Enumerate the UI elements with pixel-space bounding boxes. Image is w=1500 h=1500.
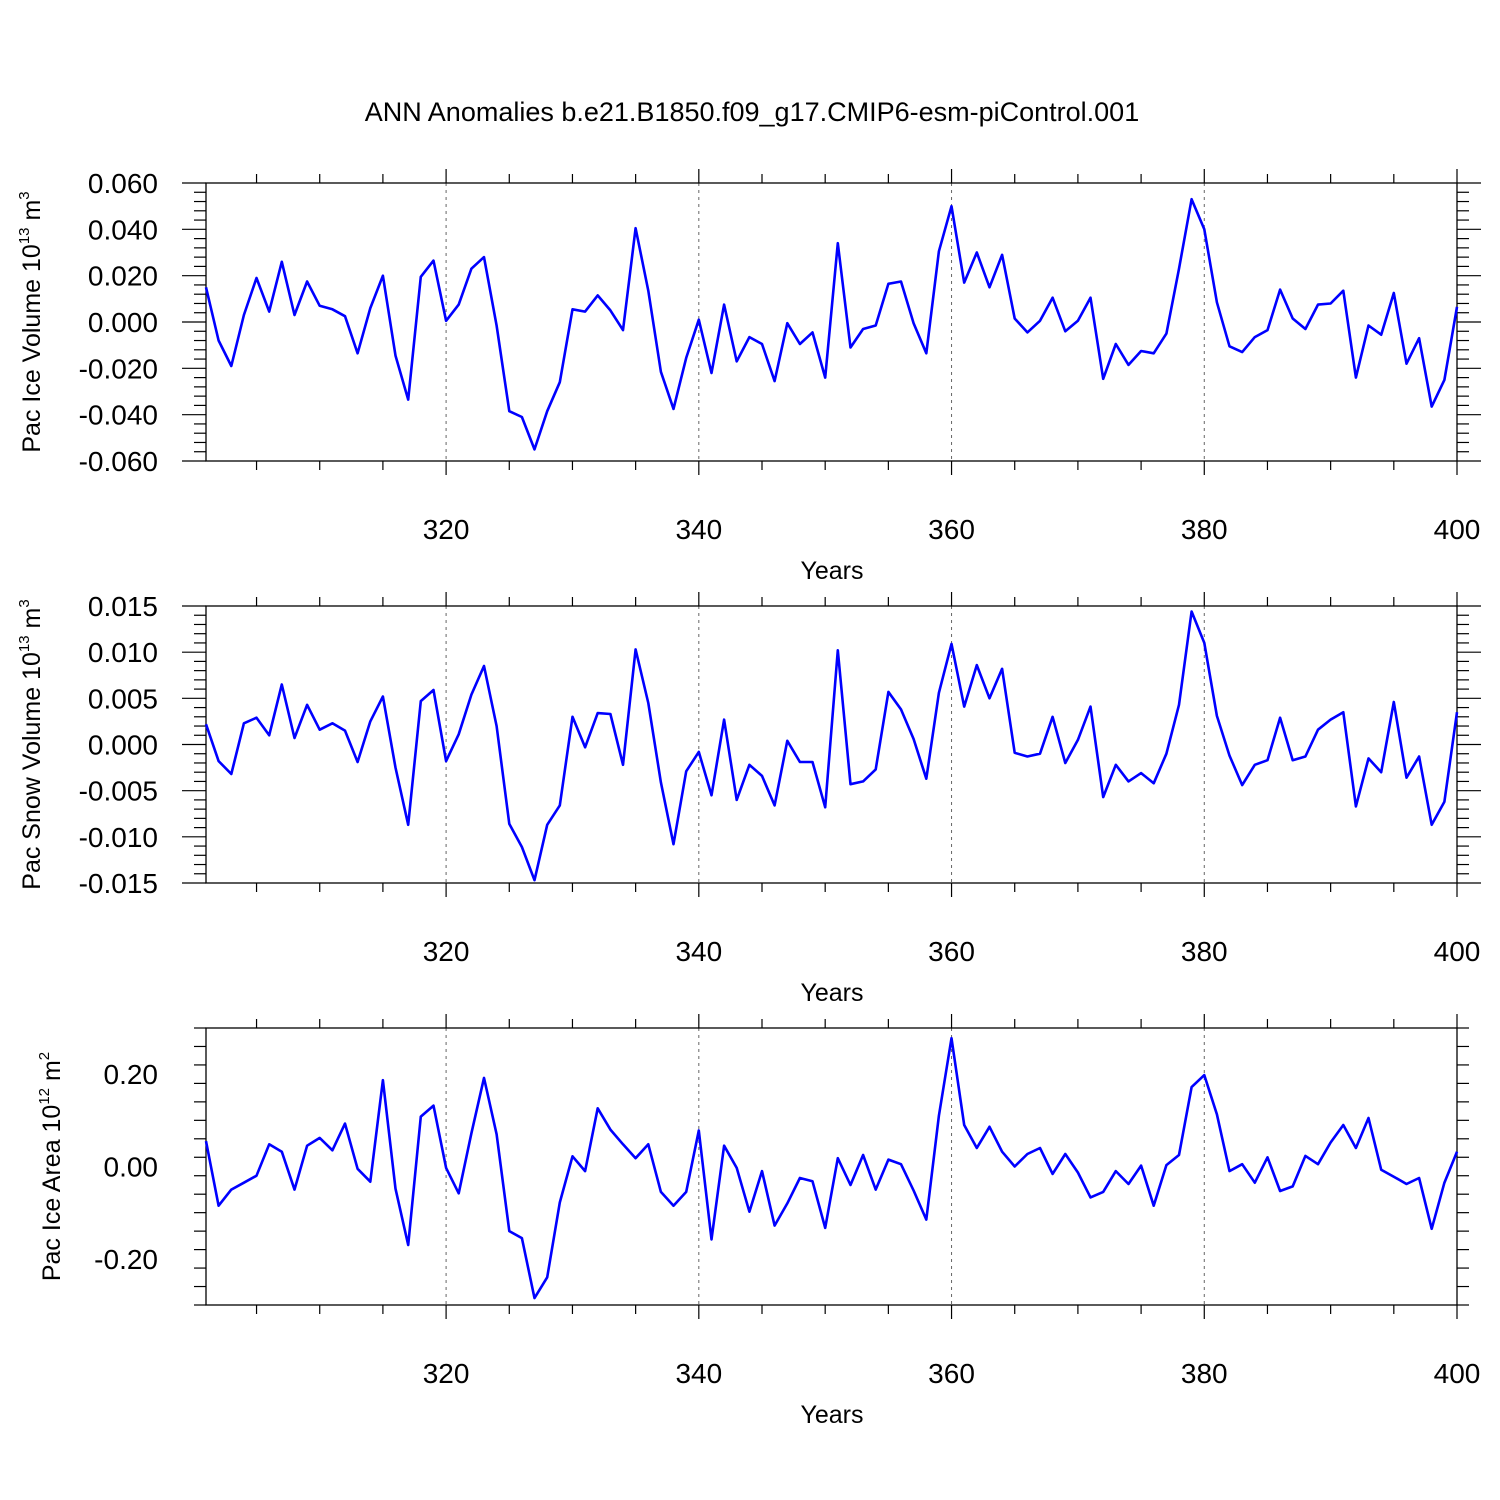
x-tick-label: 380 (1181, 936, 1228, 967)
y-tick-label: 0.020 (88, 261, 158, 292)
x-axis-label: Years (800, 979, 863, 1007)
y-axis-label-part: m (38, 1060, 66, 1088)
x-tick-label: 360 (928, 1358, 975, 1389)
y-axis-label: Pac Ice Area 1012 m2 (36, 1052, 66, 1281)
y-axis-label-superscript: 3 (16, 191, 33, 199)
x-tick-label: 400 (1434, 514, 1481, 545)
series-line (204, 197, 1459, 451)
y-axis-label: Pac Snow Volume 1013 m3 (16, 599, 46, 889)
y-axis-label-part: m (18, 608, 46, 636)
y-axis-label-part: m (18, 200, 46, 228)
x-tick-label: 320 (423, 1358, 470, 1389)
panel-1: -0.060 -0.040 -0.020 0.000 0.020 0.040 0.060 32… (16, 168, 1481, 585)
series-line (204, 610, 1459, 882)
y-tick-label: 0.060 (88, 168, 158, 199)
x-tick-label: 340 (675, 1358, 722, 1389)
y-axis-label-part: Pac Ice Volume (18, 272, 46, 453)
x-tick-label: 380 (1181, 1358, 1228, 1389)
series-line (204, 1036, 1459, 1300)
y-tick-label: -0.010 (79, 822, 158, 853)
y-axis-label-part: 10 (18, 652, 46, 680)
panels: -0.060-0.040-0.0200.0000.0200.0400.06032… (16, 168, 1481, 1429)
y-axis-label-superscript: 3 (16, 599, 33, 607)
x-tick-label: 360 (928, 514, 975, 545)
y-axis-label-part: Pac Snow Volume (18, 680, 46, 890)
y-tick-label: -0.005 (79, 776, 158, 807)
plot-frame (205, 1027, 1458, 1306)
y-axis-label-superscript: 13 (16, 635, 33, 652)
y-tick-label: -0.015 (79, 868, 158, 899)
x-tick-label: 400 (1434, 936, 1481, 967)
x-tick-label: 360 (928, 936, 975, 967)
y-tick-label: 0.000 (88, 307, 158, 338)
y-tick-label: 0.00 (104, 1152, 159, 1183)
x-tick-label: 320 (423, 514, 470, 545)
y-tick-label: 0.20 (104, 1059, 159, 1090)
x-tick-label: 400 (1434, 1358, 1481, 1389)
x-axis-label: Years (800, 1401, 863, 1429)
y-axis-label-superscript: 13 (16, 227, 33, 244)
x-tick-label: 340 (675, 514, 722, 545)
y-tick-label: -0.040 (79, 400, 158, 431)
y-axis-label-superscript: 12 (36, 1088, 53, 1105)
y-tick-label: 0.000 (88, 730, 158, 761)
y-tick-label: 0.015 (88, 591, 158, 622)
figure-title: ANN Anomalies b.e21.B1850.f09_g17.CMIP6-… (365, 97, 1139, 127)
y-axis-label-part: Pac Ice Area (38, 1132, 66, 1281)
y-tick-label: 0.005 (88, 683, 158, 714)
y-tick-label: 0.010 (88, 637, 158, 668)
x-axis-label: Years (800, 557, 863, 585)
y-axis-label: Pac Ice Volume 1013 m3 (16, 191, 46, 452)
y-axis-label-part: 10 (18, 244, 46, 272)
y-tick-label: -0.060 (79, 446, 158, 477)
y-tick-label: 0.040 (88, 214, 158, 245)
x-tick-label: 320 (423, 936, 470, 967)
panel-2: -0.015 -0.010 -0.005 0.000 0.005 0.010 0.015 32… (16, 591, 1481, 1007)
x-tick-label: 380 (1181, 514, 1228, 545)
y-axis-label-part: 10 (38, 1105, 66, 1133)
panel-3: -0.20 0.00 0.20 320 340 360 380 400 Years Pac Ice… (36, 1014, 1480, 1429)
x-tick-label: 340 (675, 936, 722, 967)
y-axis-label-superscript: 2 (36, 1052, 53, 1060)
y-tick-label: -0.20 (94, 1244, 158, 1275)
y-tick-label: -0.020 (79, 353, 158, 384)
